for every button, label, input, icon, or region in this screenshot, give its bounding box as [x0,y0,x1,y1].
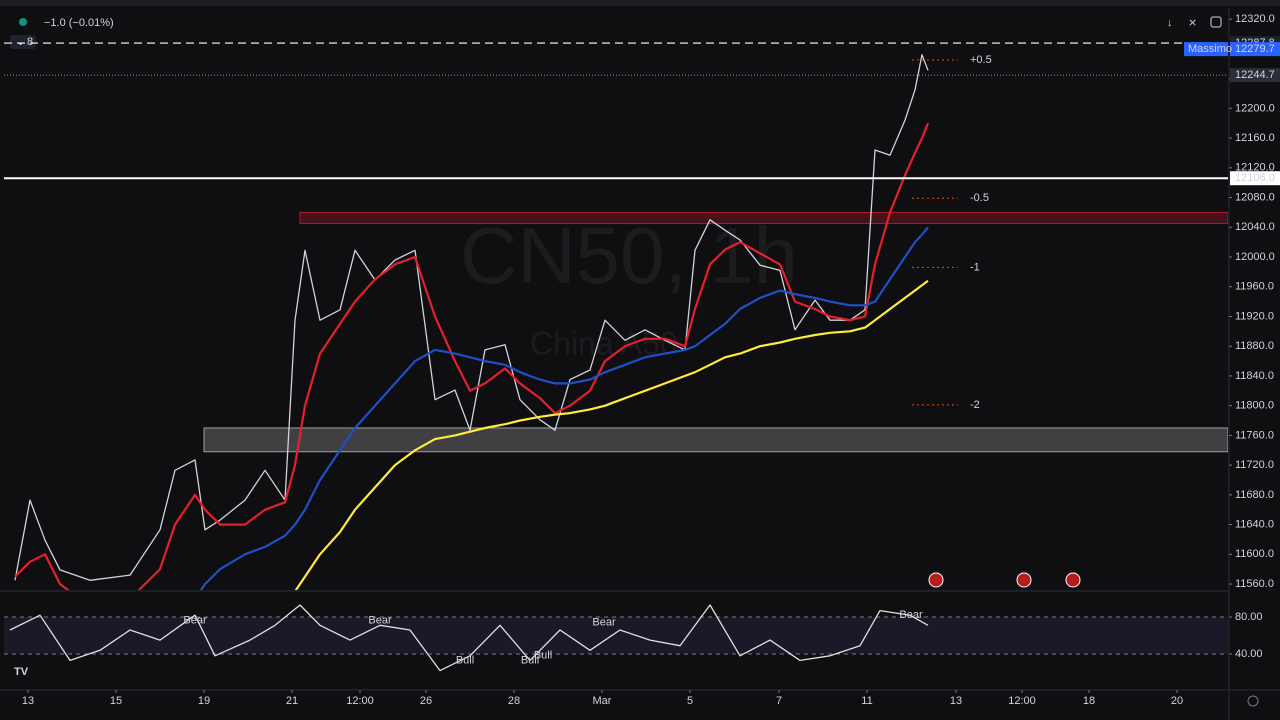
price-label: 12106.0 [1235,172,1275,184]
oscillator-band [4,617,1228,654]
y-tick-label: 11560.0 [1235,578,1274,590]
y-tick-label: 11600.0 [1235,548,1274,560]
y-tick-label: 11680.0 [1235,489,1274,501]
y-tick-label: 11960.0 [1235,281,1274,293]
event-flag[interactable] [1065,572,1081,588]
price-change: −1.0 (−0.01%) [44,17,114,29]
price-line [9,604,929,672]
x-tick-label: Mar [593,695,612,707]
top-bar [0,0,1280,6]
indicator-line [199,226,929,590]
y-tick-label: 12200.0 [1235,102,1275,114]
y-tick-label: 12160.0 [1235,132,1275,144]
x-tick-label: 7 [776,695,782,707]
y-tick-label: 12040.0 [1235,221,1275,233]
icon-maximize[interactable] [1210,16,1222,28]
y-tick-label: 12000.0 [1235,251,1275,263]
x-tick-label: 13 [950,695,962,707]
tag-box [1184,42,1228,57]
x-tick-label: 18 [1083,695,1095,707]
plot-area: +0.5 -0.5 -1 -2 [14,54,1228,590]
x-tick-label: 12:00 [346,695,374,707]
y-tick-label: 12080.0 [1235,191,1275,203]
signal-label: Bear [368,615,392,627]
fib-label: -0.5 [970,192,989,204]
collapse-button[interactable] [10,35,36,49]
x-tick-label: 13 [22,695,34,707]
x-tick-label: 15 [110,695,122,707]
y-tick-label: 11840.0 [1235,370,1274,382]
signal-label: Bear [899,609,923,621]
signal-label: Bear [592,616,616,628]
price-label: 12244.7 [1235,69,1275,81]
y-tick-label: 11760.0 [1235,429,1274,441]
y-tick-label: 11640.0 [1235,518,1274,530]
signal-label: Bull [534,650,552,662]
icon-collapse[interactable]: ⨯ [1188,17,1197,29]
logo: TV [14,666,29,678]
y-tick-label: 40.00 [1235,648,1263,660]
indicator-line [294,279,929,590]
tag-label: Massimo [1188,43,1232,55]
fib-label: -2 [970,399,980,411]
price-label-box [1230,42,1280,57]
event-flags [928,572,1081,588]
x-tick-label: 5 [687,695,693,707]
price-label-box [1230,68,1280,83]
price-label-box [1230,171,1280,186]
settings-icon[interactable] [1247,695,1259,707]
y-tick-label: 11880.0 [1235,340,1274,352]
zone [203,427,1228,453]
price-line [14,54,929,581]
y-tick-label: 11720.0 [1235,459,1274,471]
x-tick-label: 20 [1171,695,1183,707]
signal-label: Bull [456,654,474,666]
x-tick-label: 11 [861,695,872,707]
event-flag[interactable] [1016,572,1032,588]
signal-label: Bear [183,615,207,627]
y-tick-label: 80.00 [1235,611,1263,623]
collapse-chevron: ⌄ [16,36,25,48]
collapsed-count: 8 [27,36,33,48]
fib-label: +0.5 [970,54,992,66]
watermark-symbol: CN50, 1h [460,211,798,300]
plot-area [4,604,1228,672]
zone [299,211,1228,225]
status-dot [19,18,27,26]
indicator-line [14,122,930,590]
event-flag[interactable] [928,572,944,588]
y-tick-label: 12320.0 [1235,13,1275,25]
y-tick-label: 12120.0 [1235,162,1275,174]
x-tick-label: 19 [198,695,210,707]
fib-label: -1 [970,261,980,273]
x-tick-label: 26 [420,695,432,707]
y-tick-label: 11800.0 [1235,400,1274,412]
x-tick-label: 21 [286,695,298,707]
signal-label: Bull [521,654,539,666]
price-label: 12279.7 [1235,43,1275,55]
icon-down[interactable]: ↓ [1167,17,1173,29]
x-tick-label: 12:00 [1008,695,1036,707]
x-tick-label: 28 [508,695,520,707]
y-tick-label: 11920.0 [1235,310,1274,322]
